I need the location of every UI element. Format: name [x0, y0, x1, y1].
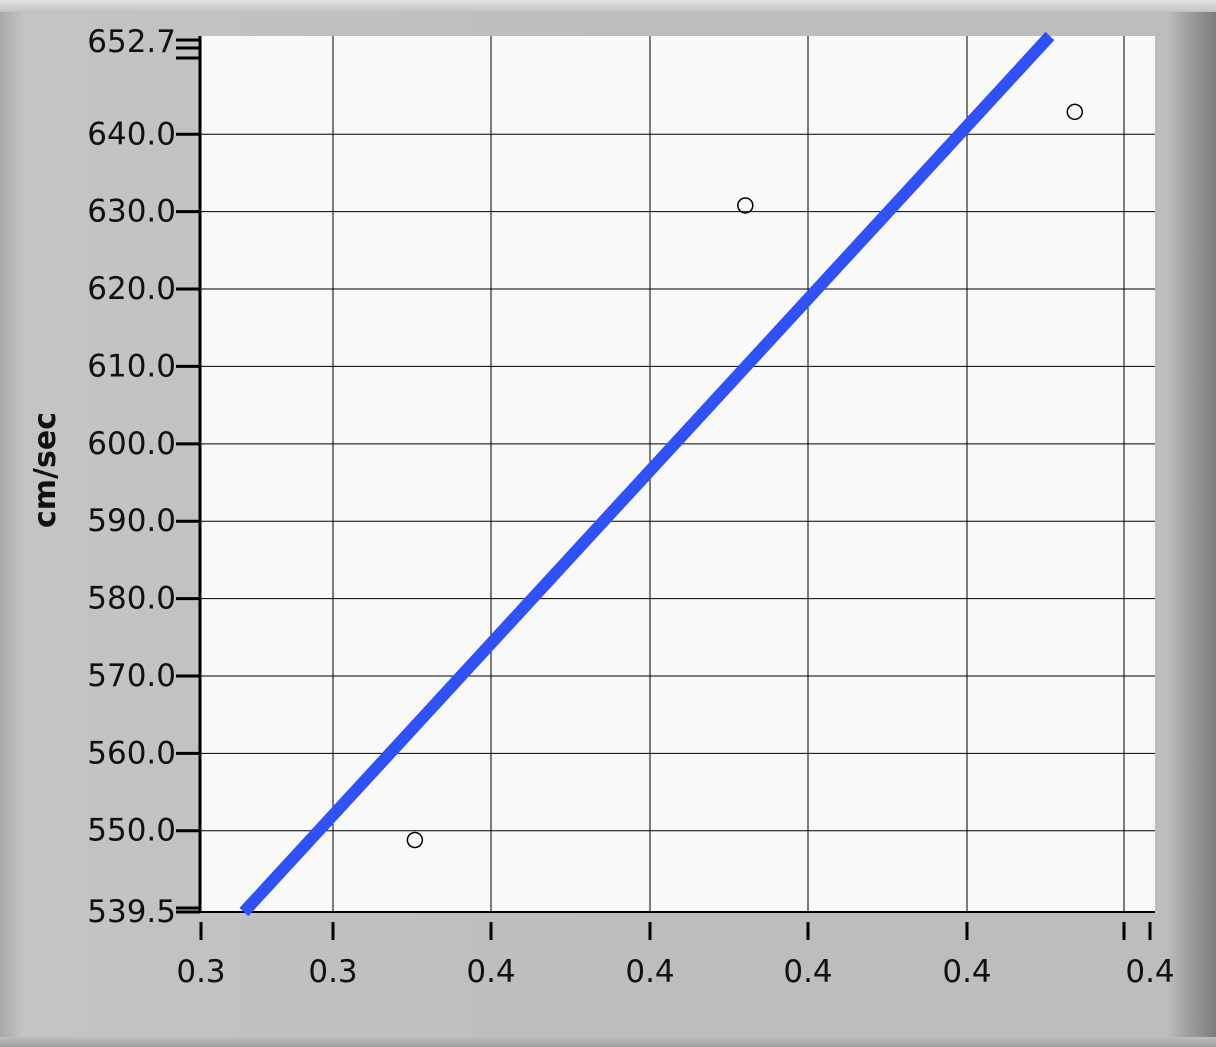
- frame-bottom-bevel: [0, 1037, 1216, 1047]
- y-tick-label: 652.7: [87, 24, 176, 60]
- frame-top-bevel: [0, 0, 1216, 12]
- data-point: [737, 197, 754, 214]
- x-axis: 0.3 0.3 0.4 0.4 0.4 0.4 0.4: [176, 911, 1175, 990]
- y-tick-label: 570.0: [87, 658, 176, 694]
- x-tick-label: 0.3: [308, 954, 357, 990]
- data-point: [1066, 103, 1084, 121]
- y-tick-label: 640.0: [87, 116, 176, 152]
- plot-area: [200, 36, 1155, 912]
- y-tick-label: 580.0: [87, 581, 176, 617]
- y-tick-label: 610.0: [87, 348, 176, 384]
- y-tick-label: 620.0: [87, 271, 176, 307]
- x-tick-label: 0.4: [1125, 954, 1174, 990]
- x-tick-label: 0.4: [466, 954, 515, 990]
- y-axis-title: cm/sec: [28, 412, 63, 528]
- x-tick-label: 0.4: [783, 954, 832, 990]
- y-tick-label: 600.0: [87, 426, 176, 462]
- fit-line: [239, 31, 1055, 917]
- x-tick-label: 0.4: [625, 954, 674, 990]
- x-tick-label: 0.3: [176, 954, 225, 990]
- y-tick-label: 560.0: [87, 735, 176, 771]
- y-tick-label: 550.0: [87, 813, 176, 849]
- series-layer: [239, 31, 1084, 917]
- y-tick-label: 630.0: [87, 194, 176, 230]
- y-tick-label: 590.0: [87, 503, 176, 539]
- x-tick-label: 0.4: [942, 954, 991, 990]
- y-axis: 652.7 640.0 630.0 620.0 610.0 600.0 590.0 580.0…: [87, 24, 202, 930]
- y-tick-label: 539.5: [87, 894, 176, 930]
- data-point: [406, 831, 424, 849]
